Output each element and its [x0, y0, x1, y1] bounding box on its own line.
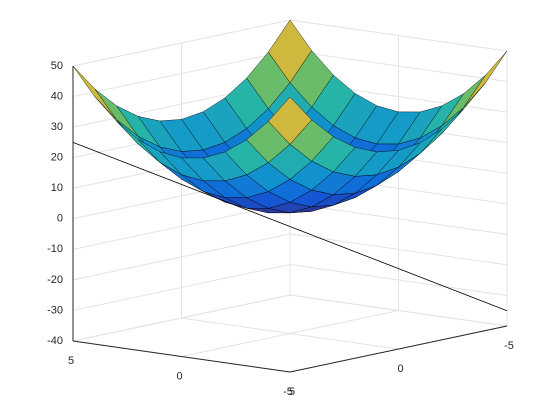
- grid-line: [289, 294, 508, 327]
- surface-patch: [441, 75, 486, 126]
- z-tick-label: -30: [47, 304, 63, 316]
- x-tick-label: -5: [283, 386, 293, 398]
- grid-line: [181, 317, 399, 350]
- x-tick-label: 0: [176, 370, 182, 382]
- z-tick-label: -10: [47, 243, 63, 255]
- line: [72, 142, 508, 312]
- z-tick-label: -40: [47, 335, 63, 347]
- z-tick-label: 10: [51, 182, 63, 194]
- surface-patch: [463, 50, 508, 108]
- z-tick-label: -20: [47, 274, 63, 286]
- y-tick-label: 5: [289, 386, 295, 398]
- z-tick-label: 30: [51, 121, 63, 133]
- z-tick-label: 0: [57, 213, 63, 225]
- axis-line: [289, 325, 508, 373]
- y-tick-label: 0: [397, 363, 403, 375]
- y-tick-label: -5: [504, 340, 514, 352]
- z-tick-label: 50: [51, 60, 63, 72]
- surface-patch: [267, 96, 313, 145]
- x-tick-label: 5: [68, 355, 74, 367]
- z-tick-label: 40: [51, 90, 63, 102]
- surface-patch: [72, 65, 117, 120]
- axis-line: [72, 340, 291, 373]
- surface-patch: [94, 88, 139, 137]
- z-tick-label: 20: [51, 152, 63, 164]
